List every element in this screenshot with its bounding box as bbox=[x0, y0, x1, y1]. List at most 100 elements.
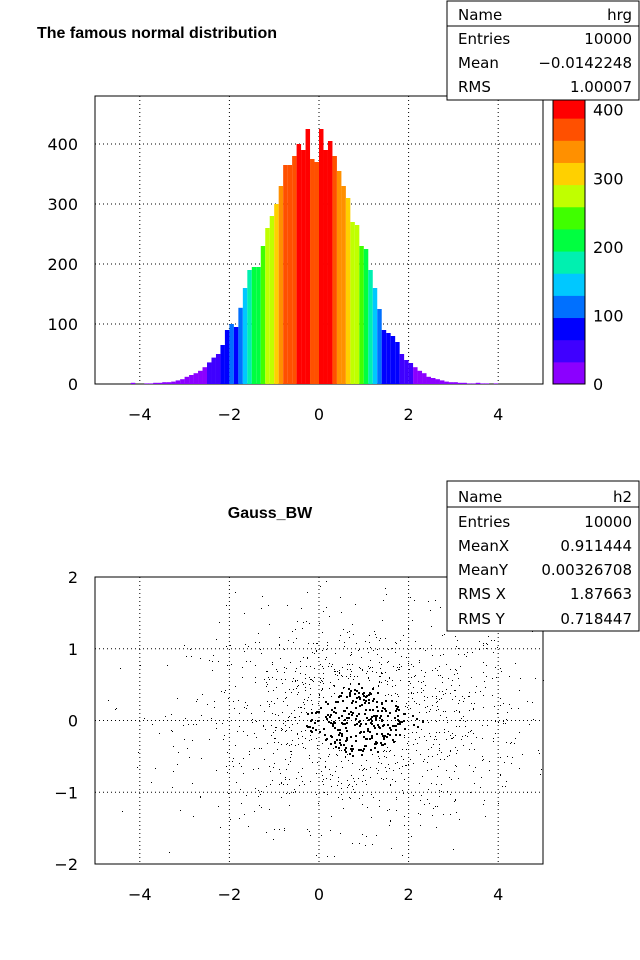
scatter-point bbox=[519, 690, 520, 691]
scatter-point bbox=[342, 767, 343, 768]
scatter-point bbox=[444, 732, 445, 733]
scatter-point bbox=[334, 741, 336, 743]
scatter-point bbox=[396, 701, 397, 702]
scatter-point bbox=[310, 694, 311, 695]
scatter-point bbox=[289, 805, 290, 806]
scatter-point bbox=[444, 634, 445, 635]
scatter-point bbox=[486, 643, 487, 644]
scatter-point bbox=[353, 778, 354, 779]
histogram-bar bbox=[323, 150, 328, 384]
scatter-point bbox=[500, 668, 501, 669]
scatter-point bbox=[381, 682, 382, 683]
scatter-point bbox=[511, 742, 512, 743]
scatter-point bbox=[177, 698, 178, 699]
scatter-point bbox=[462, 696, 463, 697]
scatter-point bbox=[367, 671, 368, 672]
scatter-point bbox=[329, 716, 331, 718]
scatter-point bbox=[348, 713, 350, 715]
scatter-point bbox=[367, 730, 369, 732]
scatter-point bbox=[385, 710, 387, 712]
scatter-point bbox=[300, 666, 301, 667]
scatter-point bbox=[482, 725, 483, 726]
scatter-point bbox=[366, 769, 367, 770]
scatter-point bbox=[344, 723, 346, 725]
histogram-bar bbox=[283, 165, 288, 384]
scatter-point bbox=[348, 717, 350, 719]
scatter-point bbox=[302, 781, 303, 782]
scatter-point bbox=[172, 787, 173, 788]
scatter-point bbox=[307, 658, 308, 659]
scatter-point bbox=[352, 843, 353, 844]
scatter-point bbox=[332, 775, 333, 776]
scatter-y-tick-label: 1 bbox=[68, 640, 78, 659]
scatter-point bbox=[239, 713, 240, 714]
scatter-point bbox=[387, 810, 388, 811]
scatter-point bbox=[310, 666, 311, 667]
scatter-point bbox=[509, 704, 510, 705]
scatter-point bbox=[495, 733, 496, 734]
scatter-point bbox=[232, 761, 233, 762]
scatter-point bbox=[283, 784, 284, 785]
scatter-point bbox=[432, 756, 433, 757]
scatter-point bbox=[394, 742, 395, 743]
stats-rms-value: 1.00007 bbox=[570, 78, 632, 96]
scatter-point bbox=[385, 672, 386, 673]
scatter-point bbox=[398, 696, 399, 697]
scatter-point bbox=[165, 716, 166, 717]
scatter-point bbox=[311, 719, 313, 721]
scatter-point bbox=[249, 754, 250, 755]
palette-color-strip bbox=[553, 96, 585, 119]
scatter-point bbox=[368, 719, 370, 721]
scatter-point bbox=[362, 669, 363, 670]
scatter-point bbox=[349, 784, 350, 785]
histogram-y-ticks: 0 100 200 300 400 bbox=[47, 135, 78, 394]
scatter-point bbox=[442, 635, 443, 636]
histogram-bar bbox=[274, 204, 279, 384]
scatter-point bbox=[387, 662, 388, 663]
scatter-point bbox=[520, 678, 521, 679]
scatter-point bbox=[177, 764, 178, 765]
scatter-point bbox=[457, 640, 458, 641]
scatter-point bbox=[483, 643, 484, 644]
scatter-point bbox=[363, 692, 365, 694]
stats-name-value: h2 bbox=[613, 488, 632, 506]
scatter-point bbox=[442, 691, 443, 692]
scatter-point bbox=[379, 717, 381, 719]
scatter-point bbox=[500, 774, 501, 775]
scatter-point bbox=[420, 754, 421, 755]
scatter-point bbox=[284, 667, 285, 668]
scatter-point bbox=[371, 737, 373, 739]
stats-meany-label: MeanY bbox=[458, 561, 509, 579]
scatter-point bbox=[404, 816, 405, 817]
stats-entries-label: Entries bbox=[458, 30, 510, 48]
scatter-point bbox=[443, 694, 444, 695]
scatter-point bbox=[309, 726, 311, 728]
scatter-point bbox=[376, 733, 378, 735]
scatter-point bbox=[254, 748, 255, 749]
scatter-point bbox=[323, 683, 324, 684]
histogram-bar bbox=[435, 379, 440, 384]
scatter-point bbox=[436, 732, 437, 733]
scatter-point bbox=[507, 756, 508, 757]
scatter-point bbox=[116, 708, 117, 709]
scatter-point bbox=[345, 751, 347, 753]
scatter-point bbox=[493, 738, 494, 739]
scatter-point bbox=[484, 800, 485, 801]
scatter-point bbox=[380, 715, 382, 717]
scatter-point bbox=[452, 699, 453, 700]
scatter-point bbox=[330, 774, 331, 775]
scatter-point bbox=[351, 652, 352, 653]
scatter-point bbox=[364, 745, 366, 747]
scatter-point bbox=[502, 786, 503, 787]
scatter-point bbox=[285, 779, 286, 780]
scatter-point bbox=[364, 768, 365, 769]
scatter-point bbox=[310, 679, 311, 680]
scatter-point bbox=[436, 784, 437, 785]
scatter-point bbox=[380, 668, 381, 669]
scatter-point bbox=[395, 729, 397, 731]
scatter-point bbox=[399, 669, 400, 670]
scatter-x-tick-label: 4 bbox=[493, 885, 503, 904]
scatter-point bbox=[323, 697, 324, 698]
scatter-point bbox=[460, 720, 461, 721]
scatter-point bbox=[428, 756, 429, 757]
